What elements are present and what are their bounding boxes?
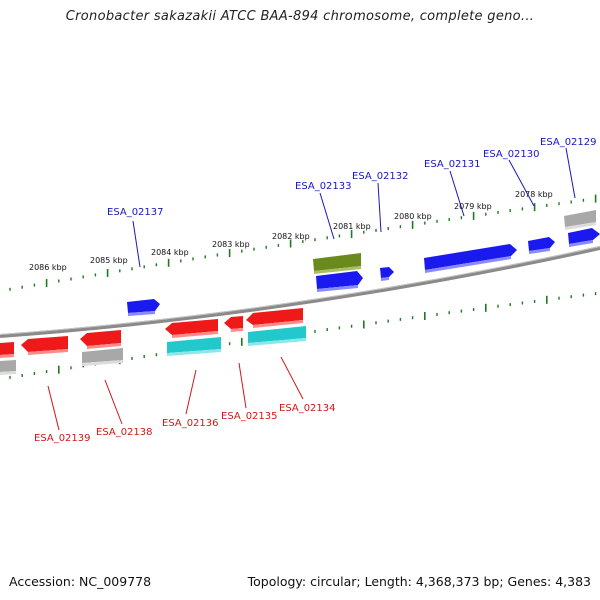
gene-esa-02134[interactable] [246,308,306,346]
gene-label[interactable]: ESA_02130 [483,149,540,160]
forward-scale-track [9,194,597,291]
gene-label[interactable]: ESA_02129 [540,137,597,148]
forward-genes [127,210,600,316]
gene-label[interactable]: ESA_02133 [295,181,352,192]
gene-label[interactable]: ESA_02134 [279,403,336,414]
scale-label: 2081 kbp [333,222,371,231]
scale-label: 2079 kbp [454,202,492,211]
topology-text: Topology: circular; Length: 4,368,373 bp… [247,574,591,589]
gene-esa-02132[interactable] [380,267,394,281]
chromosome-backbone [0,246,600,338]
scale-label: 2085 kbp [90,256,128,265]
gene-esa-02136[interactable] [165,319,221,356]
gene-label[interactable]: ESA_02132 [352,171,409,182]
gene-esa-02138[interactable] [80,330,123,366]
label-leaders [47,147,576,431]
scale-label: 2084 kbp [151,248,189,257]
gene-label[interactable]: ESA_02138 [96,427,153,438]
gene-label[interactable]: ESA_02131 [424,159,481,170]
gene-esa-02131[interactable] [424,244,517,273]
reverse-genes [0,308,306,375]
gene-label[interactable]: ESA_02137 [107,207,164,218]
scale-label: 2080 kbp [394,212,432,221]
scale-label: 2078 kbp [515,190,553,199]
gene-label[interactable]: ESA_02139 [34,433,91,444]
genome-title: Cronobacter sakazakii ATCC BAA-894 chrom… [65,9,535,24]
gene-label[interactable]: ESA_02136 [162,418,219,429]
gene-esa-02133[interactable] [313,253,363,292]
gene-esa-02135[interactable] [224,316,243,332]
scale-label: 2086 kbp [29,263,67,272]
gene-label[interactable]: ESA_02135 [221,411,278,422]
gene-esa-02129[interactable] [564,210,600,247]
scale-label: 2083 kbp [212,240,250,249]
gene-esa-02137[interactable] [127,299,160,316]
scale-label: 2082 kbp [272,232,310,241]
accession-text: Accession: NC_009778 [9,574,152,589]
gene-esa-02139[interactable] [0,336,68,375]
gene-esa-02130[interactable] [528,237,555,254]
